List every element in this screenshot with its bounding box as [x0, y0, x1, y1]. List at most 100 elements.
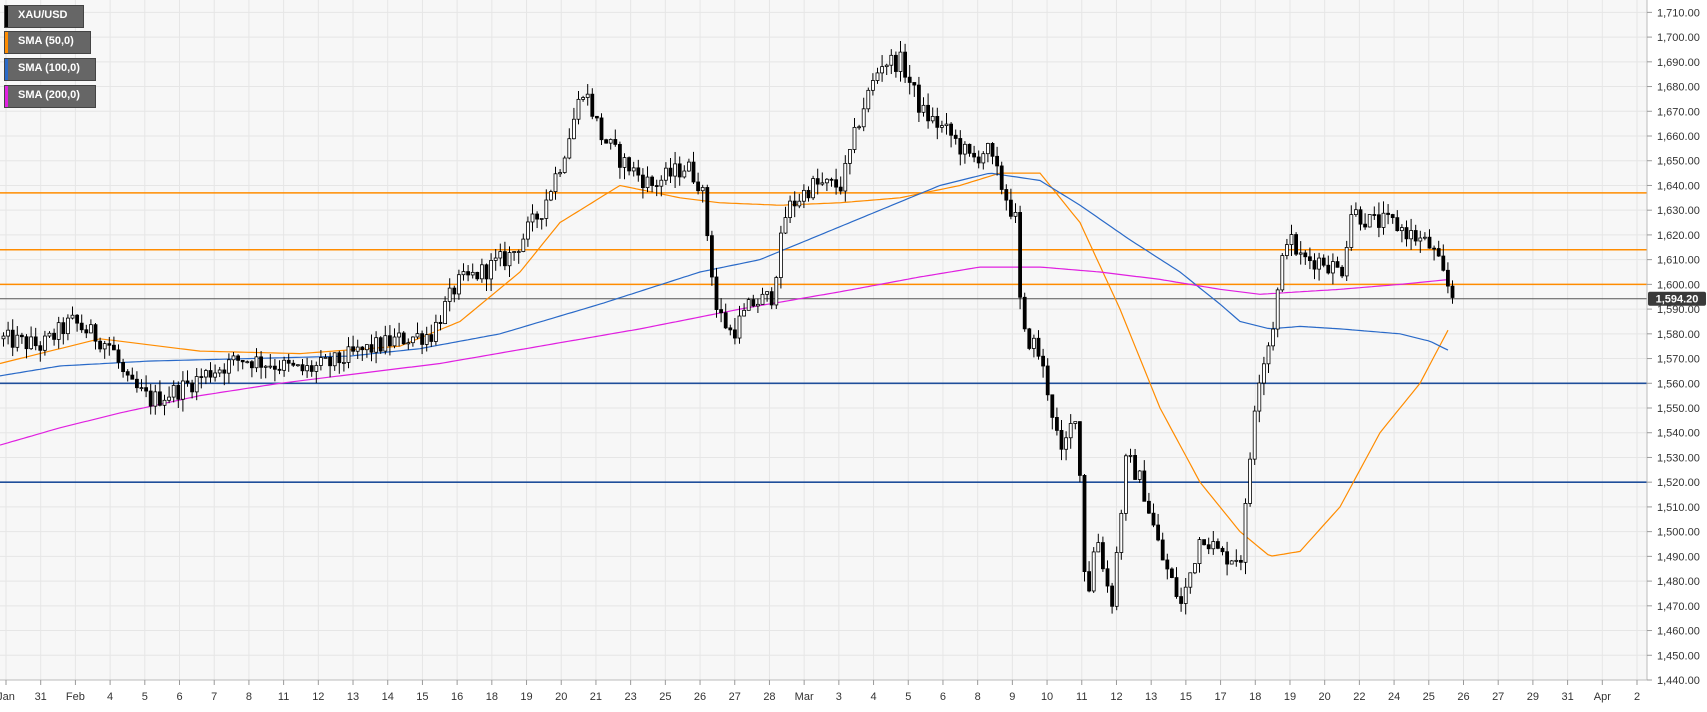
- candle-down: [1312, 260, 1317, 270]
- candle-down: [1446, 269, 1450, 287]
- candle-down: [277, 368, 282, 371]
- candle-up: [811, 178, 815, 199]
- y-tick-label: 1,460.00: [1657, 626, 1700, 638]
- candle-up: [203, 370, 208, 378]
- candle-down: [719, 309, 723, 314]
- y-tick-label: 1,530.00: [1657, 452, 1700, 464]
- x-tick-label: Mar: [795, 691, 814, 703]
- candle-up: [875, 72, 880, 81]
- legend-swatch-icon: [5, 86, 8, 107]
- x-tick-label: 6: [940, 691, 946, 703]
- y-tick-label: 1,500.00: [1657, 527, 1700, 539]
- x-tick-label: 31: [35, 691, 47, 703]
- candle-down: [834, 179, 838, 188]
- candle-down: [93, 324, 98, 342]
- candle-up: [268, 365, 273, 368]
- candle-up: [921, 104, 926, 113]
- x-tick-label: 27: [729, 691, 741, 703]
- candle-down: [19, 334, 24, 338]
- candle-up: [346, 346, 351, 363]
- candle-up: [29, 336, 34, 350]
- candle-up: [1234, 559, 1239, 562]
- current-price-tag: 1,594.20: [1648, 291, 1706, 306]
- candle-down: [995, 155, 999, 167]
- x-tick-label: 9: [1009, 691, 1015, 703]
- candle-up: [507, 252, 512, 267]
- candle-down: [935, 116, 940, 128]
- candle-up: [433, 321, 438, 342]
- candle-up: [746, 299, 751, 311]
- candle-up: [1367, 214, 1372, 228]
- candle-up: [15, 334, 20, 348]
- candle-down: [1335, 261, 1340, 268]
- x-tick-label: 5: [142, 691, 148, 703]
- candle-down: [360, 346, 365, 351]
- legend-item-sma-200[interactable]: SMA (200,0): [4, 85, 96, 108]
- candle-down: [1170, 568, 1174, 578]
- legend-item-sma-100[interactable]: SMA (100,0): [4, 58, 96, 81]
- candle-up: [521, 238, 526, 252]
- candle-down: [769, 291, 774, 306]
- candle-down: [300, 364, 305, 372]
- candle-down: [1059, 430, 1064, 450]
- x-tick-label: 13: [1145, 691, 1157, 703]
- candle-up: [263, 365, 268, 368]
- x-tick-label: 23: [625, 691, 637, 703]
- candle-down: [466, 271, 471, 276]
- x-tick-label: 24: [1388, 691, 1400, 703]
- candle-down: [1303, 252, 1308, 258]
- candle-down: [967, 143, 972, 154]
- candle-up: [226, 359, 231, 374]
- candle-up: [1252, 410, 1257, 460]
- candle-up: [889, 54, 894, 66]
- candle-up: [700, 187, 705, 192]
- y-tick-label: 1,470.00: [1657, 601, 1700, 613]
- candle-up: [788, 200, 792, 218]
- candle-up: [1285, 244, 1289, 256]
- legend-item-sma-50[interactable]: SMA (50,0): [4, 31, 91, 54]
- candle-up: [673, 163, 677, 177]
- candle-down: [1441, 255, 1446, 271]
- x-tick-label: 13: [347, 691, 359, 703]
- candle-up: [1124, 455, 1128, 514]
- candle-down: [907, 76, 912, 83]
- candle-down: [1413, 230, 1418, 242]
- candle-up: [493, 257, 498, 261]
- y-tick-label: 1,700.00: [1657, 32, 1700, 44]
- candle-down: [691, 161, 696, 183]
- current-price-label: 1,594.20: [1656, 294, 1699, 306]
- candle-down: [1151, 512, 1156, 526]
- candle-down: [1018, 212, 1022, 298]
- candle-down: [599, 117, 604, 141]
- candle-up: [66, 317, 70, 335]
- candle-up: [516, 251, 521, 253]
- candle-up: [447, 287, 452, 302]
- legend-item-xauusd[interactable]: XAU/USD: [4, 5, 84, 28]
- candle-down: [1050, 394, 1055, 418]
- x-tick-label: Feb: [66, 691, 85, 703]
- candle-up: [1188, 572, 1193, 588]
- candle-down: [286, 359, 291, 364]
- y-tick-label: 1,580.00: [1657, 329, 1700, 341]
- candle-up: [1091, 551, 1096, 592]
- sma-100-line: [0, 172, 1449, 377]
- candle-up: [1114, 552, 1119, 607]
- candle-down: [420, 333, 425, 345]
- candle-up: [43, 335, 47, 351]
- candle-up: [880, 66, 884, 74]
- x-tick-label: 17: [1214, 691, 1226, 703]
- y-tick-label: 1,670.00: [1657, 106, 1700, 118]
- candle-up: [539, 218, 544, 220]
- x-tick-label: 11: [1076, 691, 1087, 703]
- candle-down: [240, 359, 245, 363]
- candle-down: [125, 371, 130, 376]
- x-tick-label: 12: [1110, 691, 1122, 703]
- legend-swatch-icon: [5, 32, 8, 53]
- y-tick-label: 1,680.00: [1657, 82, 1700, 94]
- candle-up: [89, 324, 93, 334]
- candle-up: [213, 372, 218, 378]
- candle-up: [664, 167, 668, 181]
- candle-down: [452, 287, 457, 295]
